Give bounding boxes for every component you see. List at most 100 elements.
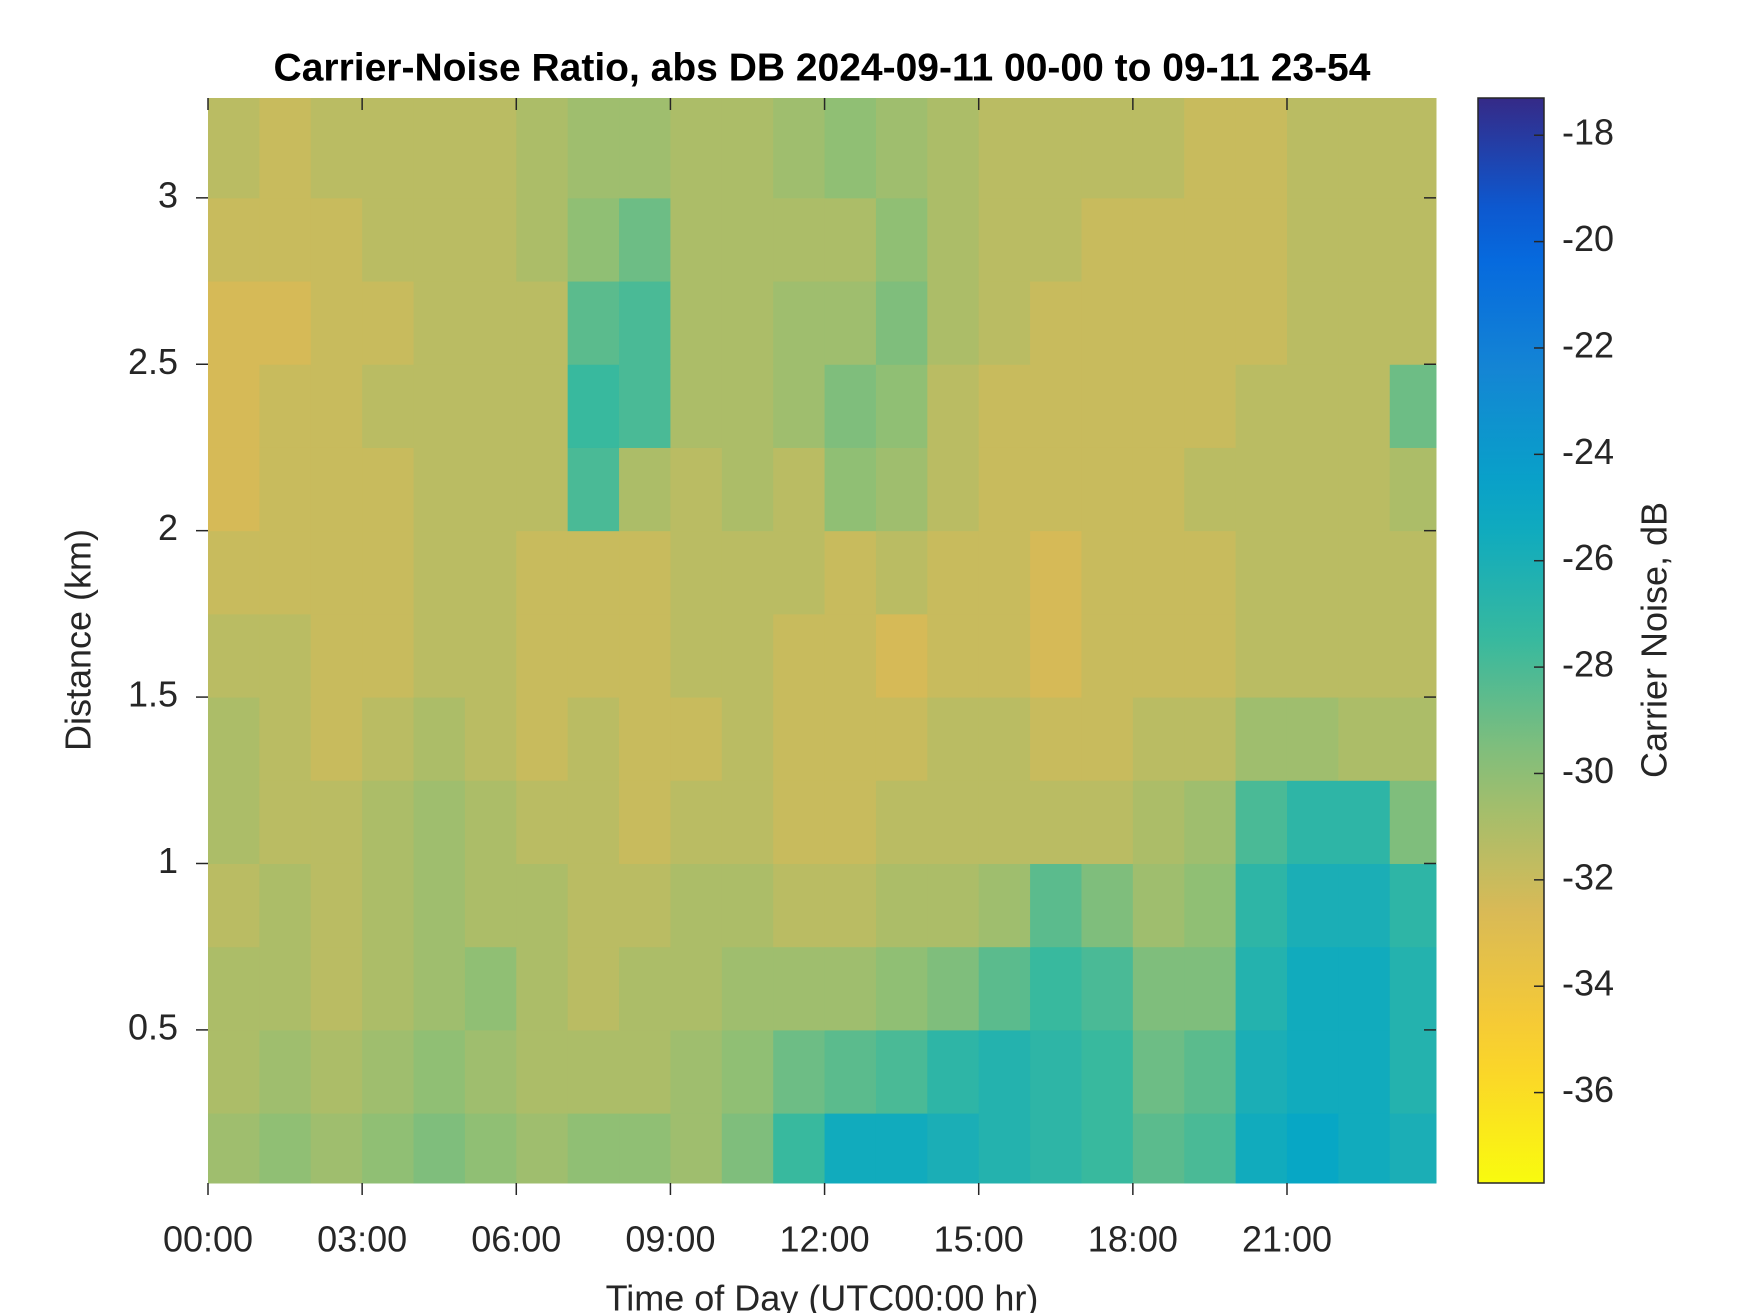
heatmap-cell [567, 1113, 620, 1184]
colorbar-label: Carrier Noise, dB [1634, 502, 1675, 778]
heatmap-cell [1030, 447, 1082, 532]
heatmap-cell [978, 780, 1031, 864]
heatmap-cell [1132, 1029, 1185, 1114]
heatmap-cell [1235, 281, 1288, 365]
heatmap-cell [824, 364, 877, 448]
heatmap-cell [619, 1029, 671, 1114]
heatmap-cell [1132, 946, 1185, 1031]
heatmap-cell [362, 697, 415, 781]
heatmap-cell [1184, 364, 1237, 448]
heatmap-cell [1132, 197, 1185, 282]
heatmap-cell [773, 946, 826, 1031]
heatmap-cell [927, 364, 980, 448]
heatmap-cell [567, 447, 620, 532]
heatmap-cell [670, 364, 723, 448]
heatmap-cell [1081, 946, 1134, 1031]
heatmap-cell [1389, 697, 1437, 781]
heatmap-cell [1286, 1029, 1339, 1114]
heatmap-cell [1184, 946, 1237, 1031]
heatmap-cell [516, 281, 569, 365]
heatmap-cell [567, 364, 620, 448]
heatmap-cell [567, 780, 620, 864]
heatmap-cell [464, 780, 517, 864]
heatmap-cell [310, 1113, 363, 1184]
heatmap-cell [567, 1029, 620, 1114]
heatmap-cell [721, 780, 774, 864]
heatmap-cell [927, 863, 980, 948]
heatmap-cell [259, 364, 312, 448]
heatmap-cell [259, 1113, 312, 1184]
heatmap-cell [567, 613, 620, 698]
heatmap-cell [362, 98, 415, 199]
heatmap-cell [1338, 1029, 1391, 1114]
heatmap-cell [208, 197, 260, 282]
heatmap-cell [1235, 863, 1288, 948]
heatmap-cell [1389, 447, 1437, 532]
y-tick-label: 2.5 [128, 341, 178, 382]
heatmap-cell [670, 780, 723, 864]
heatmap-cell [208, 1113, 260, 1184]
heatmap-cell [824, 863, 877, 948]
heatmap-cell [1081, 98, 1134, 199]
heatmap-cell [1338, 98, 1391, 199]
heatmap-cell [978, 946, 1031, 1031]
heatmap-cell [1286, 613, 1339, 698]
heatmap-cell [310, 780, 363, 864]
heatmap-cell [824, 98, 877, 199]
heatmap-cell [721, 613, 774, 698]
heatmap-cell [516, 946, 569, 1031]
heatmap-cell [1081, 1029, 1134, 1114]
heatmap-cell [1286, 197, 1339, 282]
heatmap-cell [1235, 1113, 1288, 1184]
heatmap-cell [208, 946, 260, 1031]
heatmap-cell [619, 281, 671, 365]
x-tick-label: 06:00 [471, 1219, 561, 1260]
heatmap-cell [978, 447, 1031, 532]
heatmap-cell [362, 197, 415, 282]
heatmap-cell [1132, 447, 1185, 532]
heatmap-cell [362, 447, 415, 532]
heatmap-cell [567, 530, 620, 615]
heatmap-cell [1235, 1029, 1288, 1114]
x-tick-label: 18:00 [1088, 1219, 1178, 1260]
heatmap-cell [619, 447, 671, 532]
heatmap-cell [208, 863, 260, 948]
heatmap-cell [413, 946, 466, 1031]
x-tick-label: 09:00 [625, 1219, 715, 1260]
heatmap-cell [978, 98, 1031, 199]
heatmap-cell [259, 197, 312, 282]
heatmap-cell [927, 1029, 980, 1114]
heatmap-cell [1389, 780, 1437, 864]
heatmap-cell [1235, 447, 1288, 532]
heatmap-cell [978, 197, 1031, 282]
colorbar-tick-label: -24 [1562, 431, 1614, 472]
heatmap-cell [1132, 780, 1185, 864]
heatmap-cell [978, 364, 1031, 448]
heatmap-cell [464, 1113, 517, 1184]
heatmap-cell [516, 1029, 569, 1114]
heatmap-cell [310, 697, 363, 781]
heatmap-cell [773, 447, 826, 532]
heatmap-cell [1030, 530, 1082, 615]
heatmap-cell [567, 863, 620, 948]
heatmap-cell [1184, 530, 1237, 615]
chart-title: Carrier-Noise Ratio, abs DB 2024-09-11 0… [274, 46, 1371, 89]
heatmap-cell [1030, 1113, 1082, 1184]
heatmap-cell [310, 98, 363, 199]
heatmap-cell [259, 530, 312, 615]
heatmap-cell [1389, 863, 1437, 948]
heatmap-cell [875, 613, 928, 698]
heatmap-cell [516, 197, 569, 282]
heatmap-cell [1081, 197, 1134, 282]
x-tick-label: 12:00 [780, 1219, 870, 1260]
heatmap-cell [1081, 697, 1134, 781]
heatmap-cell [978, 1029, 1031, 1114]
heatmap-cell [927, 613, 980, 698]
heatmap-cell [362, 364, 415, 448]
heatmap-cell [1132, 613, 1185, 698]
heatmap-cell [208, 697, 260, 781]
heatmap-cell [1338, 197, 1391, 282]
heatmap-cell [1338, 613, 1391, 698]
heatmap-cell [619, 530, 671, 615]
heatmap-cell [464, 946, 517, 1031]
